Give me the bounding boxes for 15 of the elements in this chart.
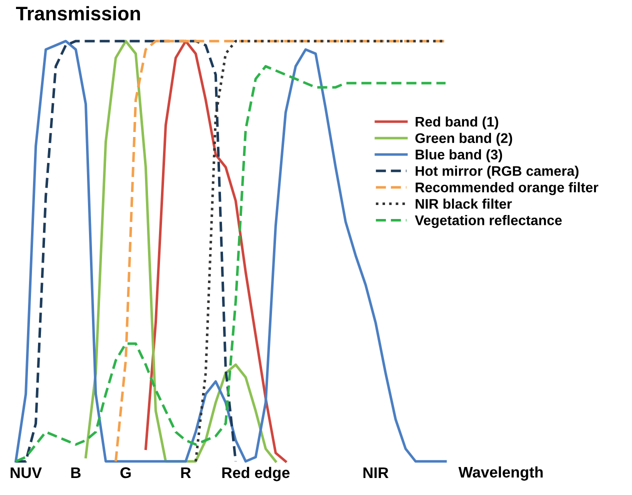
legend-label: Green band (2) <box>415 132 512 146</box>
legend-label: Blue band (3) <box>416 149 502 162</box>
x-tick-label: B <box>71 467 81 478</box>
x-tick-label: G <box>120 467 131 478</box>
legend-label: NIR black filter <box>416 198 512 209</box>
legend-label: Recommended orange filter <box>416 182 598 196</box>
legend-label: Red band (1) <box>416 116 498 130</box>
legend-label: Hot mirror (RGB camera) <box>416 166 578 179</box>
x-tick-label: NIR <box>363 467 388 478</box>
legend-label: Vegetation reflectance <box>414 215 562 228</box>
chart-title: Transmission <box>16 6 140 20</box>
x-axis-title: Wavelength <box>458 466 543 481</box>
x-tick-label: NUV <box>10 467 42 478</box>
x-tick-label: R <box>181 467 191 478</box>
x-tick-label: Red edge <box>222 466 290 482</box>
